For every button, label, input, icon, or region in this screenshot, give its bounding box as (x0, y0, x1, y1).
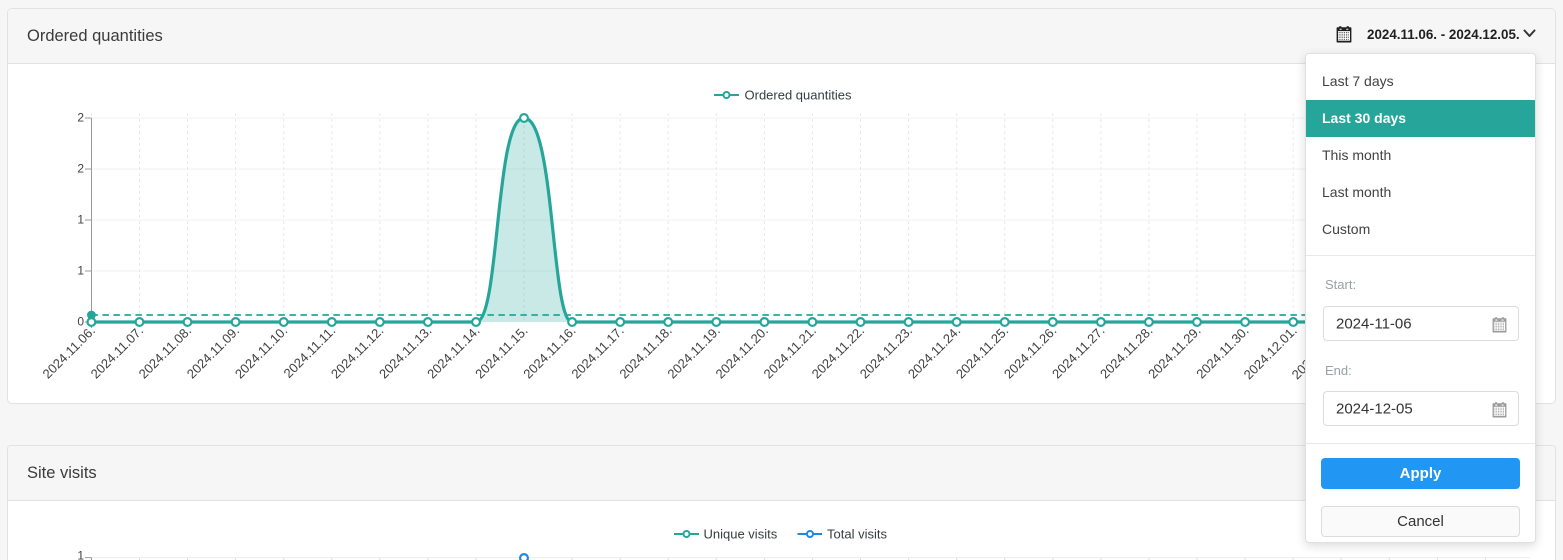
svg-text:2024.11.10.: 2024.11.10. (232, 323, 290, 381)
svg-text:2: 2 (77, 110, 84, 124)
svg-text:Total visits: Total visits (827, 527, 887, 542)
svg-text:1: 1 (77, 263, 84, 277)
svg-text:1: 1 (77, 548, 84, 560)
svg-text:1: 1 (77, 212, 84, 226)
svg-text:0: 0 (77, 314, 84, 328)
svg-text:Unique visits: Unique visits (704, 527, 778, 542)
svg-text:2: 2 (77, 161, 84, 175)
svg-text:Ordered quantities: Ordered quantities (745, 88, 852, 103)
